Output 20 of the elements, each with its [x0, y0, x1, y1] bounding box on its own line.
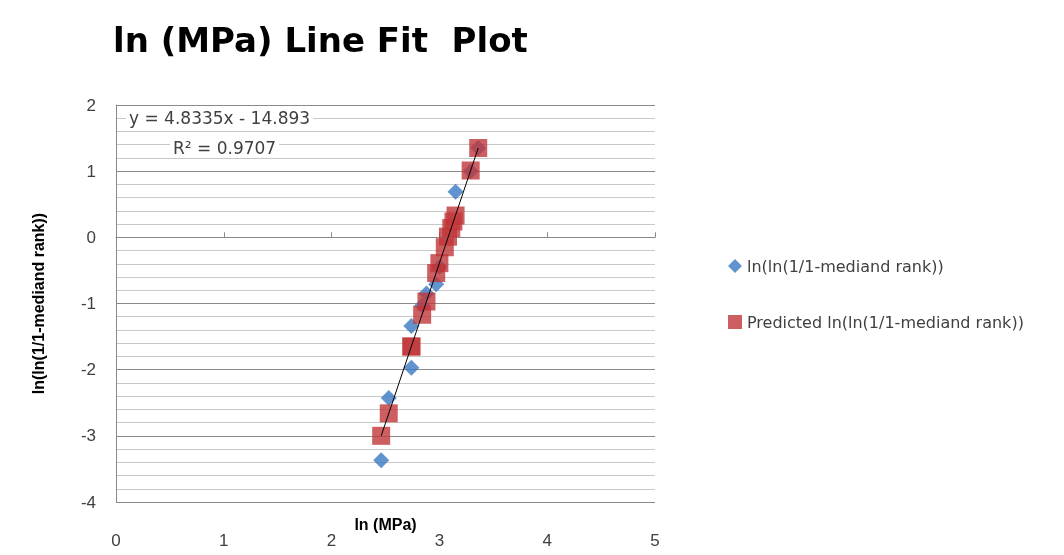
x-tick-label: 2 — [326, 531, 337, 550]
y-tick-label: 0 — [86, 227, 96, 247]
x-tick-label: 0 — [111, 531, 121, 550]
y-axis-title: ln(ln(1/1-mediand rank)) — [29, 212, 47, 395]
x-tick-label: 3 — [434, 531, 445, 550]
x-tick-label: 1 — [219, 531, 229, 550]
legend-label: ln(ln(1/1-mediand rank)) — [747, 256, 944, 276]
y-tick-label: -3 — [80, 426, 96, 446]
y-tick-label: -2 — [80, 360, 96, 380]
y-tick-label: 1 — [86, 161, 96, 181]
y-tick-label: -1 — [80, 294, 96, 313]
chart-title: ln (MPa) Line Fit Plot — [113, 20, 528, 60]
annotation: y = 4.8335x - 14.893 — [129, 107, 311, 128]
x-axis-title: ln (MPa) — [354, 515, 417, 533]
x-tick-label: 5 — [650, 531, 660, 550]
x-tick-label: 4 — [542, 531, 552, 550]
annotation: R² = 0.9707 — [173, 137, 277, 158]
legend-label: Predicted ln(ln(1/1-mediand rank)) — [747, 312, 1024, 332]
y-tick-label: -4 — [80, 492, 96, 512]
y-tick-label: 2 — [86, 95, 96, 115]
